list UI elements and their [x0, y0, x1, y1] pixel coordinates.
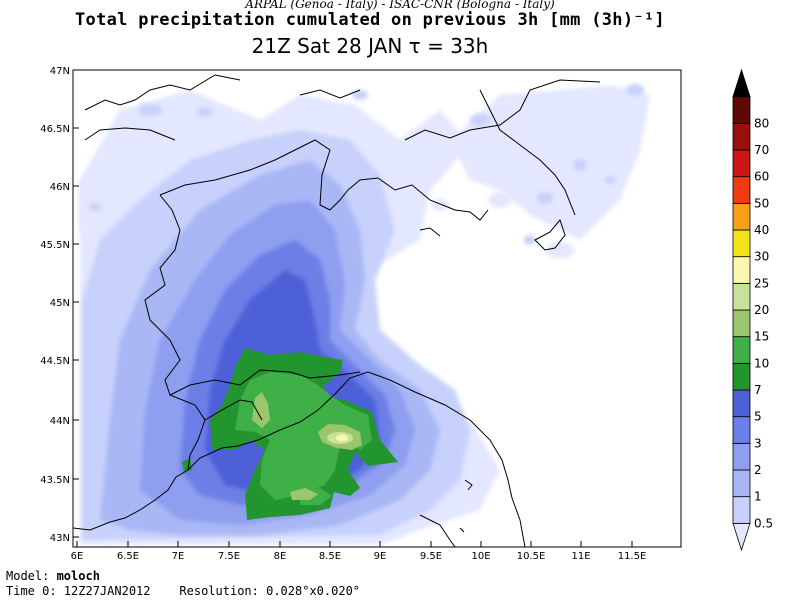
lon-label: 7E [172, 551, 185, 562]
colorbar-segment [732, 389, 751, 418]
colorbar-level-label: 1 [754, 490, 762, 504]
colorbar-level-label: 7 [754, 383, 762, 397]
footer-time: Time 0: 12Z27JAN2012 Resolution: 0.028°x… [6, 584, 360, 598]
colorbar-level-label: 80 [754, 116, 769, 130]
lat-label: 43.5N [40, 475, 70, 486]
footer-model: Model: moloch [6, 569, 100, 583]
lat-label: 44N [50, 416, 70, 427]
colorbar-segment [732, 336, 751, 364]
colorbar-segment [732, 522, 751, 552]
lon-label: 10.5E [517, 551, 546, 562]
colorbar-segment [732, 96, 751, 124]
lon-label: 9E [374, 551, 387, 562]
lat-label: 47N [50, 66, 70, 77]
colorbar-level-label: 25 [754, 276, 769, 290]
footer-time-label: Time 0: [6, 584, 64, 598]
colorbar-segment [732, 176, 751, 204]
lon-label: 7.5E [218, 551, 240, 562]
colorbar-level-label: 15 [754, 330, 769, 344]
colorbar-level-label: 10 [754, 356, 769, 370]
header-valid-time: 21Z Sat 28 JAN τ = 33h [251, 34, 489, 58]
lat-label: 45N [50, 298, 70, 309]
lon-label: 9.5E [420, 551, 442, 562]
colorbar-segment [732, 362, 751, 391]
colorbar-level-label: 3 [754, 436, 762, 450]
colorbar: 0.5 1 2 3 5 7 10 15 20 25 30 40 50 60 70 80 [732, 68, 773, 552]
colorbar-level-label: 2 [754, 463, 762, 477]
colorbar-segment [732, 416, 751, 444]
footer-res-value: 0.028°x0.020° [266, 584, 361, 598]
colorbar-level-label: 70 [754, 143, 769, 157]
lat-label: 46N [50, 182, 70, 193]
lat-label: 45.5N [40, 240, 70, 251]
colorbar-segment [732, 496, 751, 524]
lon-label: 8.5E [319, 551, 341, 562]
axis-ticks [73, 69, 633, 547]
lat-label: 43N [50, 533, 70, 544]
header-credits: ARPAL (Genoa - Italy) - ISAC-CNR (Bologn… [245, 0, 555, 11]
colorbar-level-label: 50 [754, 196, 769, 210]
colorbar-segment [732, 442, 751, 471]
lon-label: 8E [274, 551, 287, 562]
lon-label: 11.5E [618, 551, 647, 562]
colorbar-segment [732, 122, 751, 151]
footer-time-value: 12Z27JAN2012 [63, 584, 151, 598]
colorbar-segment [732, 202, 751, 231]
colorbar-level-label: 0.5 [754, 516, 773, 530]
footer-res-label: Resolution: [179, 584, 267, 598]
lat-label: 46.5N [40, 124, 70, 135]
colorbar-segment [732, 282, 751, 311]
colorbar-level-label: 40 [754, 223, 769, 237]
colorbar-level-label: 5 [754, 410, 762, 424]
precipitation-field [80, 84, 650, 545]
lon-label: 10E [471, 551, 490, 562]
lon-label: 6.5E [117, 551, 139, 562]
coastline-borders [73, 74, 601, 547]
colorbar-segment [732, 309, 751, 338]
footer-model-label: Model: [6, 569, 57, 583]
footer-model-value: moloch [56, 569, 100, 583]
header-title: Total precipitation cumulated on previou… [75, 10, 665, 30]
colorbar-segment [732, 68, 751, 98]
colorbar-segment [732, 469, 751, 498]
colorbar-segment [732, 256, 751, 284]
colorbar-level-label: 30 [754, 250, 769, 264]
colorbar-segment [732, 229, 751, 258]
map-frame [72, 69, 682, 548]
colorbar-level-label: 20 [754, 303, 769, 317]
colorbar-level-label: 60 [754, 170, 769, 184]
lon-label: 6E [71, 551, 84, 562]
lon-label: 11E [571, 551, 590, 562]
lat-label: 44.5N [40, 356, 70, 367]
colorbar-segment [732, 149, 751, 178]
